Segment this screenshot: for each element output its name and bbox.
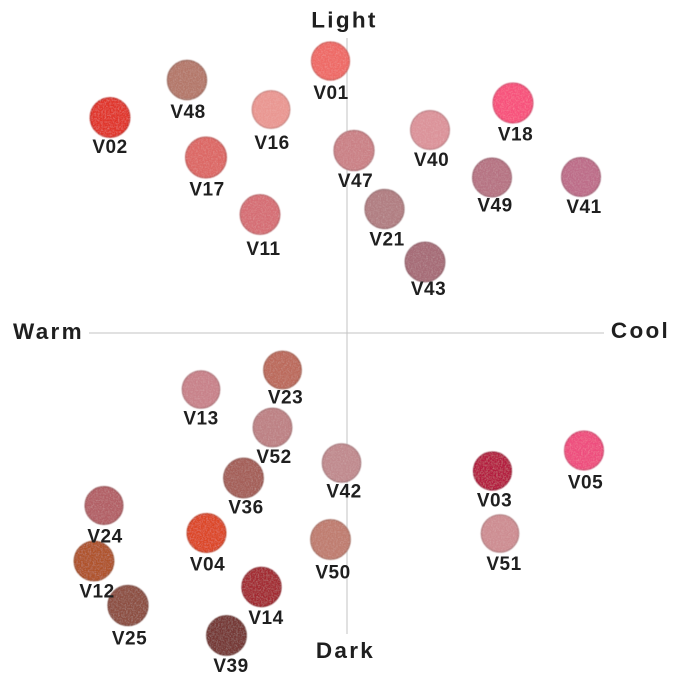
- svg-text:V23: V23: [268, 388, 303, 409]
- svg-text:V13: V13: [183, 409, 218, 430]
- svg-text:V02: V02: [92, 137, 127, 158]
- svg-text:V04: V04: [190, 555, 225, 576]
- svg-text:V12: V12: [79, 582, 114, 603]
- svg-text:V01: V01: [313, 83, 348, 104]
- svg-text:V21: V21: [369, 230, 404, 251]
- svg-text:Cool: Cool: [611, 318, 670, 343]
- svg-text:V52: V52: [256, 447, 291, 468]
- svg-text:V25: V25: [112, 629, 147, 650]
- svg-text:V48: V48: [170, 102, 205, 123]
- svg-text:V51: V51: [486, 554, 521, 575]
- svg-text:Light: Light: [311, 8, 377, 33]
- svg-text:V41: V41: [566, 197, 601, 218]
- svg-text:V11: V11: [246, 239, 280, 260]
- svg-text:V36: V36: [228, 498, 263, 519]
- svg-text:V18: V18: [498, 125, 533, 146]
- svg-text:V03: V03: [477, 491, 512, 512]
- svg-text:Dark: Dark: [316, 638, 375, 663]
- svg-text:V14: V14: [248, 608, 283, 629]
- svg-text:V24: V24: [87, 527, 122, 548]
- svg-text:V16: V16: [254, 133, 289, 154]
- svg-text:V39: V39: [213, 656, 248, 677]
- svg-text:V43: V43: [411, 279, 446, 300]
- svg-text:V47: V47: [338, 171, 373, 192]
- svg-text:V05: V05: [568, 473, 603, 494]
- svg-text:V49: V49: [477, 196, 512, 217]
- svg-text:Warm: Warm: [13, 319, 84, 344]
- svg-text:V50: V50: [315, 563, 350, 584]
- svg-text:V42: V42: [326, 482, 361, 503]
- svg-text:V40: V40: [414, 150, 449, 171]
- svg-text:V17: V17: [189, 180, 224, 201]
